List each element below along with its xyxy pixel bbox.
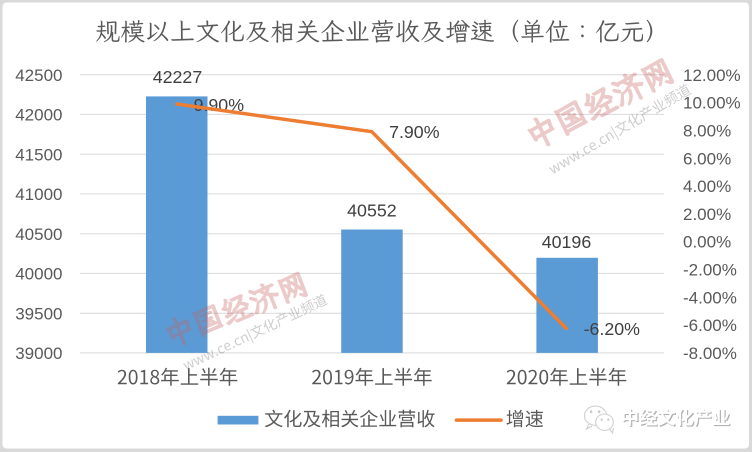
svg-text:39500: 39500 bbox=[15, 304, 62, 323]
svg-text:41500: 41500 bbox=[15, 145, 62, 164]
svg-text:-4.00%: -4.00% bbox=[683, 288, 737, 307]
svg-text:6.00%: 6.00% bbox=[683, 149, 731, 168]
svg-text:8.00%: 8.00% bbox=[683, 121, 731, 140]
svg-text:2.00%: 2.00% bbox=[683, 205, 731, 224]
svg-text:39000: 39000 bbox=[15, 344, 62, 363]
svg-text:42500: 42500 bbox=[15, 66, 62, 85]
svg-text:10.00%: 10.00% bbox=[683, 94, 741, 113]
svg-text:40196: 40196 bbox=[542, 232, 592, 252]
svg-text:40000: 40000 bbox=[15, 265, 62, 284]
svg-text:42000: 42000 bbox=[15, 106, 62, 125]
svg-text:7.90%: 7.90% bbox=[389, 122, 440, 142]
svg-text:-6.00%: -6.00% bbox=[683, 316, 737, 335]
svg-text:4.00%: 4.00% bbox=[683, 177, 731, 196]
svg-text:-8.00%: -8.00% bbox=[683, 344, 737, 363]
svg-text:-2.00%: -2.00% bbox=[683, 261, 737, 280]
svg-text:0.00%: 0.00% bbox=[683, 233, 731, 252]
svg-text:12.00%: 12.00% bbox=[683, 66, 741, 85]
svg-text:-6.20%: -6.20% bbox=[584, 319, 641, 339]
svg-text:40552: 40552 bbox=[347, 200, 396, 220]
svg-text:40500: 40500 bbox=[15, 225, 62, 244]
svg-text:41000: 41000 bbox=[15, 185, 62, 204]
svg-text:42227: 42227 bbox=[153, 67, 202, 87]
